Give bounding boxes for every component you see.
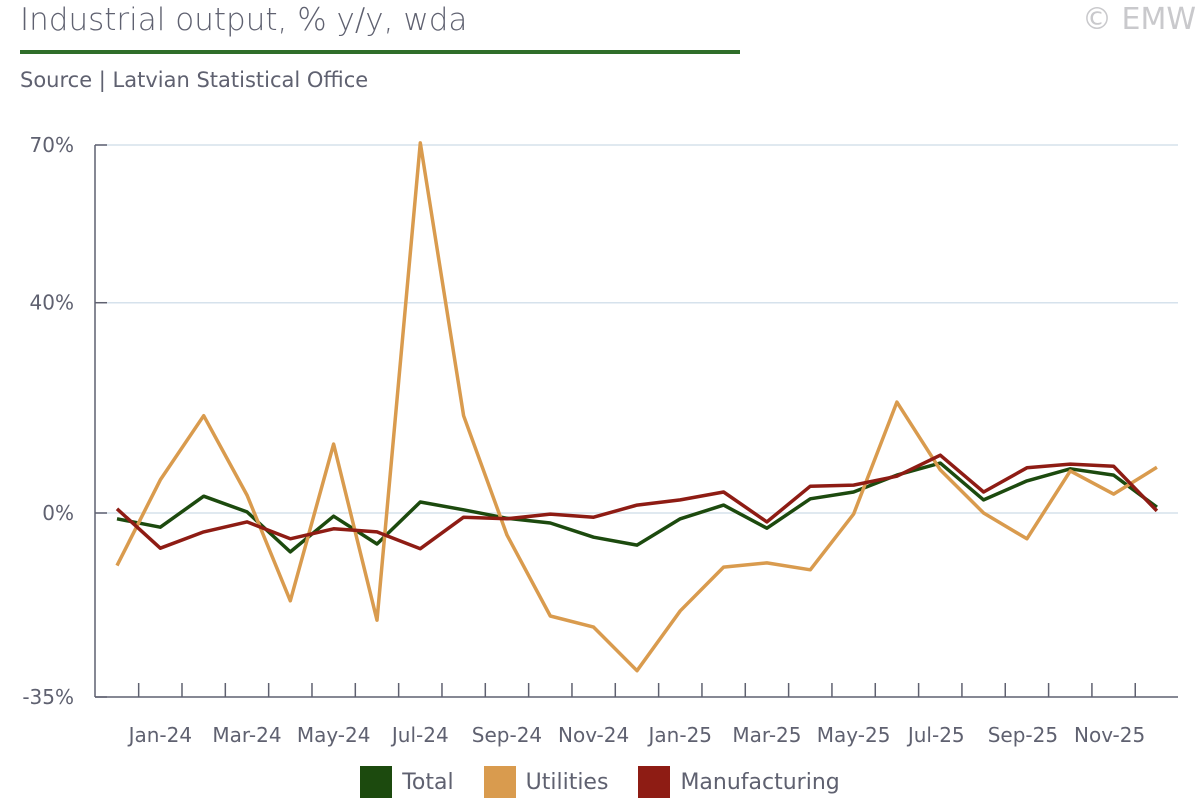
legend-label: Total — [402, 769, 454, 795]
x-tick-label: Jan-25 — [647, 723, 713, 747]
legend-swatch-utilities — [483, 766, 516, 798]
x-tick-label: Nov-24 — [558, 723, 629, 747]
title-underline — [20, 50, 740, 54]
source-note: Source | Latvian Statistical Office — [20, 68, 369, 92]
y-tick-label: 70% — [30, 133, 74, 157]
series-line-utilities — [115, 141, 1158, 673]
legend-item-manufacturing: Manufacturing — [638, 766, 840, 798]
copyright: © EMW — [1081, 2, 1196, 37]
x-tick-label: Jul-25 — [906, 723, 965, 747]
x-tick-label: Jan-24 — [127, 723, 193, 747]
x-tick-label: May-24 — [297, 723, 371, 747]
x-tick-label: Sep-25 — [988, 723, 1058, 747]
legend: Total Utilities Manufacturing — [0, 766, 1200, 798]
y-tick-label: 0% — [42, 501, 74, 525]
legend-swatch-manufacturing — [638, 766, 671, 798]
chart-title: Industrial output, % y/y, wda — [20, 2, 468, 38]
x-tick-label: May-25 — [817, 723, 891, 747]
legend-swatch-total — [360, 766, 393, 798]
legend-item-utilities: Utilities — [483, 766, 609, 798]
x-tick-label: Sep-24 — [472, 723, 542, 747]
x-tick-label: Mar-25 — [732, 723, 801, 747]
series-line-manufacturing — [115, 453, 1159, 551]
legend-label: Manufacturing — [680, 769, 840, 795]
x-tick-label: Nov-25 — [1074, 723, 1145, 747]
series-line-total — [116, 461, 1158, 554]
x-tick-label: Mar-24 — [212, 723, 281, 747]
y-tick-label: -35% — [22, 685, 74, 709]
legend-item-total: Total — [360, 766, 454, 798]
y-tick-label: 40% — [30, 291, 74, 315]
x-tick-label: Jul-24 — [390, 723, 449, 747]
legend-label: Utilities — [525, 769, 609, 795]
